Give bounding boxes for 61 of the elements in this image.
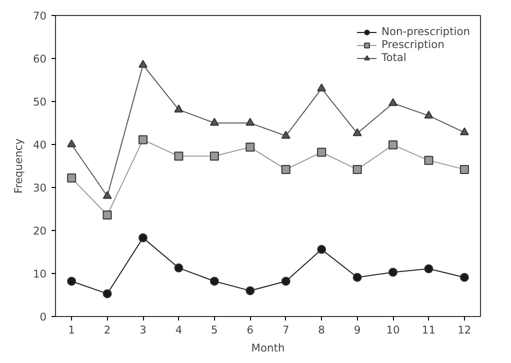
point — [352, 128, 362, 136]
y-tick-label: 30 — [32, 182, 47, 194]
point — [424, 110, 434, 118]
point — [317, 244, 326, 254]
point — [352, 272, 362, 282]
point — [352, 164, 362, 174]
point — [281, 276, 290, 286]
point — [210, 152, 219, 161]
point — [102, 190, 112, 199]
x-tick-label: 5 — [211, 324, 218, 336]
point — [67, 174, 76, 183]
x-tick-label: 8 — [318, 324, 326, 336]
x-tick-label: 2 — [104, 324, 111, 336]
legend-label: Total — [382, 51, 406, 64]
y-tick-label: 0 — [40, 310, 47, 324]
y-tick-label: 50 — [32, 96, 47, 108]
point — [246, 142, 255, 152]
point — [246, 118, 255, 126]
point — [138, 135, 148, 144]
y-tick-label: 20 — [32, 224, 47, 238]
x-tick-label: 12 — [458, 324, 472, 336]
legend-label: Prescription — [382, 38, 444, 51]
point — [138, 233, 148, 242]
x-axis-title: Month — [251, 342, 285, 354]
point — [102, 210, 112, 220]
point — [388, 140, 398, 150]
point — [317, 148, 326, 157]
x-tick-label: 4 — [175, 324, 182, 336]
legend-label: Non-prescription — [382, 25, 470, 38]
point — [174, 152, 184, 161]
y-tick-label: 40 — [32, 138, 47, 152]
point — [174, 263, 184, 272]
point — [317, 83, 326, 92]
y-axis-title: Frequency — [12, 138, 25, 194]
point — [424, 264, 434, 274]
point — [424, 156, 434, 165]
point — [388, 98, 398, 106]
point — [388, 268, 398, 277]
x-tick-label: 3 — [140, 324, 146, 336]
x-tick-label: 6 — [246, 324, 254, 336]
point — [281, 164, 290, 174]
point — [138, 60, 148, 68]
point — [210, 276, 219, 286]
x-tick-label: 11 — [422, 324, 436, 336]
x-tick-label: 10 — [386, 324, 400, 336]
point — [281, 130, 290, 139]
y-tick-label: 10 — [32, 268, 47, 280]
point — [460, 164, 469, 174]
point — [67, 276, 76, 286]
point — [67, 139, 76, 148]
y-tick-label: 70 — [32, 10, 47, 22]
point — [246, 286, 255, 296]
y-tick-label: 60 — [32, 52, 47, 66]
point — [102, 289, 112, 298]
x-tick-label: 7 — [282, 324, 290, 336]
x-tick-label: 9 — [354, 324, 361, 336]
point — [174, 104, 184, 112]
x-tick-label: 1 — [68, 324, 75, 336]
point — [460, 272, 469, 282]
point — [210, 118, 219, 126]
point — [460, 127, 469, 136]
